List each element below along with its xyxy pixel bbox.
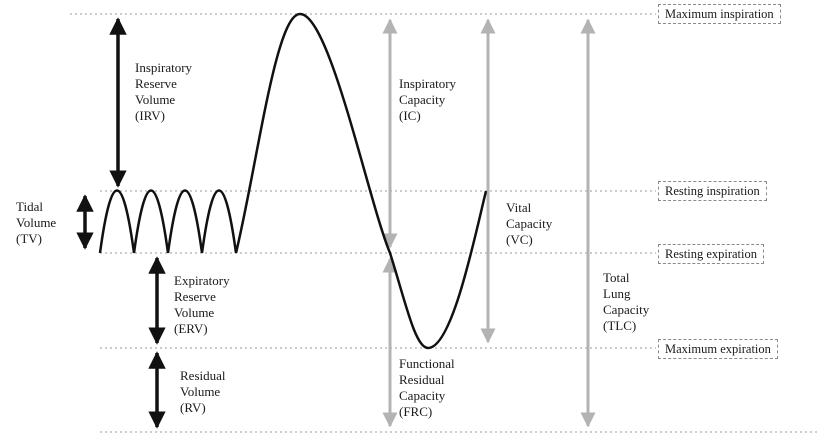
max-expiration-box: Maximum expiration: [658, 339, 778, 359]
volume-arrows: [76, 17, 166, 429]
erv-label: Expiratory Reserve Volume (ERV): [174, 273, 230, 336]
resting-expiration-box: Resting expiration: [658, 244, 764, 264]
ic-label: Inspiratory Capacity (IC): [399, 76, 457, 123]
breathing-curve: [98, 12, 488, 350]
frc-label: Functional Residual Capacity (FRC): [399, 356, 455, 419]
rv-label: Residual Volume (RV): [180, 368, 226, 415]
max-inspiration-box: Maximum inspiration: [658, 4, 781, 24]
irv-label: Inspiratory Reserve Volume (IRV): [135, 60, 193, 123]
tv-label: Tidal Volume (TV): [16, 199, 57, 246]
level-lines: [70, 13, 820, 433]
capacity-arrows: [382, 18, 596, 428]
tlc-label: Total Lung Capacity (TLC): [603, 270, 650, 333]
resting-inspiration-box: Resting inspiration: [658, 181, 767, 201]
vc-label: Vital Capacity (VC): [506, 200, 553, 247]
